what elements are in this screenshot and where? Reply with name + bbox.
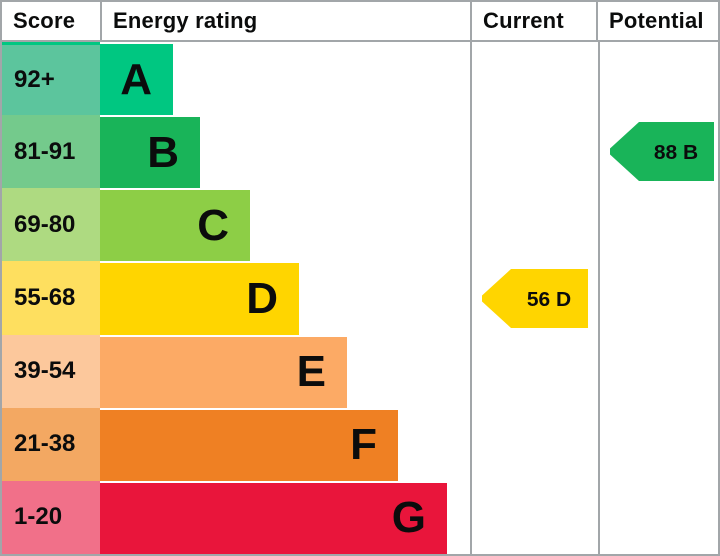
band-row-a: 92+ A <box>2 42 470 116</box>
potential-rating-label: 88 B <box>654 141 698 164</box>
band-row-d: 55-68 D <box>2 261 470 335</box>
header-energy-rating: Energy rating <box>113 8 258 33</box>
current-rating-label: 56 D <box>527 288 571 311</box>
current-column: 56 D <box>470 42 598 554</box>
left-arrow-icon: 88 B <box>610 122 714 181</box>
score-range-e: 39-54 <box>2 334 100 408</box>
band-row-b: 81-91 B <box>2 115 470 189</box>
band-row-c: 69-80 C <box>2 188 470 262</box>
current-rating-arrow: 56 D <box>482 269 588 328</box>
potential-column: 88 B <box>598 42 718 554</box>
rating-bands: 92+ A 81-91 B 69-80 C 55-68 D 39-54 E 21… <box>2 42 470 554</box>
header-current: Current <box>470 2 596 40</box>
band-row-f: 21-38 F <box>2 407 470 481</box>
chart-header: Score Energy rating Current Potential <box>2 2 718 42</box>
score-range-f: 21-38 <box>2 407 100 481</box>
band-row-e: 39-54 E <box>2 334 470 408</box>
band-bar-d: D <box>100 263 299 335</box>
band-bar-b: B <box>100 117 200 189</box>
band-bar-c: C <box>100 190 250 262</box>
left-arrow-icon: 56 D <box>482 269 588 328</box>
band-bar-g: G <box>100 482 447 554</box>
score-range-a: 92+ <box>2 42 100 116</box>
score-range-c: 69-80 <box>2 188 100 262</box>
band-bar-e: E <box>100 336 347 408</box>
potential-rating-arrow: 88 B <box>610 122 714 181</box>
score-range-d: 55-68 <box>2 261 100 335</box>
band-bar-a: A <box>100 44 173 116</box>
band-bar-f: F <box>100 409 398 481</box>
header-potential: Potential <box>596 2 718 40</box>
score-range-b: 81-91 <box>2 115 100 189</box>
score-range-g: 1-20 <box>2 480 100 554</box>
chart-body: 92+ A 81-91 B 69-80 C 55-68 D 39-54 E 21… <box>2 42 718 554</box>
header-score: Score <box>2 2 102 40</box>
band-row-g: 1-20 G <box>2 480 470 554</box>
